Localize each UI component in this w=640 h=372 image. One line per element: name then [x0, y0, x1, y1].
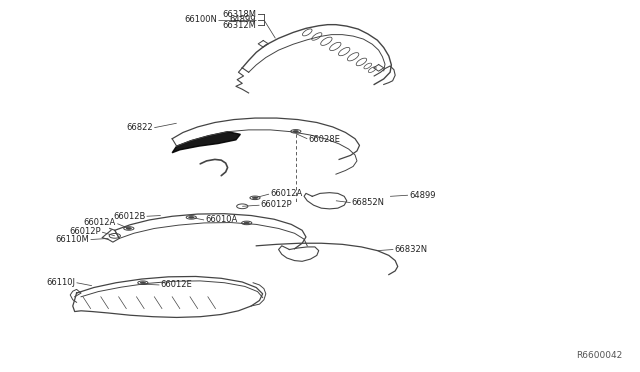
Text: 66012B: 66012B — [113, 212, 145, 221]
Ellipse shape — [244, 222, 249, 224]
Ellipse shape — [140, 282, 145, 283]
Polygon shape — [172, 132, 241, 153]
Text: 66012P: 66012P — [260, 200, 292, 209]
Text: 66110J: 66110J — [46, 278, 76, 287]
Ellipse shape — [252, 197, 257, 199]
Ellipse shape — [126, 228, 131, 230]
Text: 66110M: 66110M — [56, 235, 90, 244]
Text: 66012E: 66012E — [161, 280, 193, 289]
Text: 66012A: 66012A — [270, 189, 303, 198]
Text: 66312M: 66312M — [223, 21, 256, 30]
Text: 66100N: 66100N — [184, 15, 217, 24]
Text: 64899: 64899 — [230, 15, 256, 24]
Ellipse shape — [109, 234, 120, 238]
Text: 66832N: 66832N — [394, 245, 428, 254]
Ellipse shape — [189, 217, 194, 218]
Text: 66822: 66822 — [127, 123, 153, 132]
Text: R6600042: R6600042 — [577, 351, 623, 360]
Text: 64899: 64899 — [409, 191, 436, 200]
Text: 66012P: 66012P — [69, 227, 100, 236]
Text: 66318M: 66318M — [222, 10, 256, 19]
Text: 66852N: 66852N — [352, 198, 385, 207]
Text: 66010A: 66010A — [205, 215, 237, 224]
Ellipse shape — [237, 204, 248, 209]
Text: 66028E: 66028E — [308, 135, 340, 144]
Ellipse shape — [293, 131, 298, 132]
Text: 66012A: 66012A — [84, 218, 116, 227]
